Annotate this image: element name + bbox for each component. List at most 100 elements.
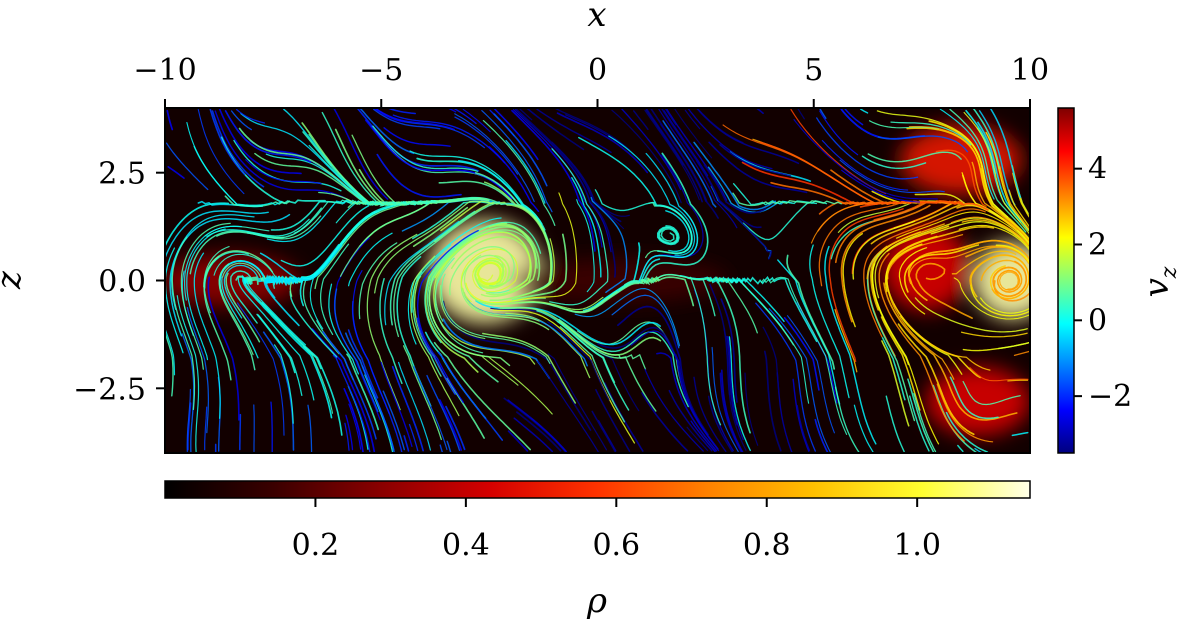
streamline [885,395,905,453]
streamline [483,181,553,302]
streamline [409,150,543,225]
streamline [554,108,631,151]
streamline [687,108,773,170]
streamline [809,244,850,399]
streamline [519,108,533,121]
streamline [460,248,519,303]
vz-colorbar-label-sub: z [1157,266,1182,279]
streamline [707,395,734,453]
streamline [449,246,515,296]
streamline [873,200,964,221]
y-axis: z 2.5 0.0 −2.5 [0,157,165,407]
streamline [661,108,762,229]
streamline [165,210,269,258]
streamline [257,314,303,397]
streamline [446,377,485,439]
vz-colorbar-label: vz [1137,266,1182,297]
streamline [446,440,452,453]
streamline [658,226,679,245]
streamline [444,226,541,281]
streamline [458,160,534,214]
streamline [181,333,195,453]
streamline [962,380,1021,406]
plot-area [164,107,1031,454]
streamline [426,233,499,383]
streamline [656,352,718,452]
streamline [214,110,347,200]
streamline [322,331,377,440]
rho-tick-label: 0.2 [292,528,340,563]
streamline [951,250,1017,275]
streamline [379,277,403,385]
streamline [908,395,930,452]
streamline [611,294,680,349]
streamline [167,165,185,179]
streamline [796,404,811,452]
streamline [531,124,616,278]
streamline [762,326,780,392]
streamline [184,225,242,301]
streamline [314,201,409,290]
streamline [732,183,818,206]
streamline [571,176,602,278]
streamline [852,220,916,280]
streamline [859,200,989,211]
streamline [755,302,816,452]
streamline [536,310,616,383]
streamline [204,406,208,451]
streamline [494,108,539,161]
streamline [537,360,599,453]
density-blob [511,258,728,303]
streamline [207,276,240,421]
streamline [348,403,362,450]
streamline [236,108,266,124]
streamline [687,276,783,328]
density-blob [165,254,300,307]
rho-tick-label: 0.4 [442,528,490,563]
streamline [242,274,333,419]
streamline [507,399,568,453]
streamline [668,389,713,452]
streamline [717,281,751,434]
streamline [407,217,502,345]
streamline [859,108,869,114]
streamline [302,346,334,414]
streamline [679,274,785,323]
streamline [389,210,476,326]
streamline [853,404,874,453]
streamline [505,139,546,204]
streamline [518,275,695,314]
streamline [482,332,577,404]
streamline [950,216,1029,246]
streamline [886,225,950,252]
streamline [442,318,551,379]
streamline [884,243,923,293]
streamline [684,109,701,130]
streamline [657,108,738,229]
streamline [165,328,176,376]
streamline [881,337,906,401]
x-tick-label: −5 [359,53,403,88]
streamline [720,298,738,403]
streamline [866,223,945,280]
streamline [726,335,738,426]
streamline [895,211,1030,246]
streamline [608,135,696,256]
streamline [536,108,612,154]
streamline [462,287,540,322]
x-tick-label: 0 [588,53,607,88]
streamline [246,207,323,239]
streamline [709,283,731,396]
streamline [693,141,776,211]
streamline [474,254,511,290]
streamline [1013,350,1030,357]
streamline [265,244,343,299]
streamline [393,201,500,338]
streamline [576,199,595,293]
streamline [732,192,842,207]
streamline [382,390,406,451]
streamline [481,110,553,213]
streamline [165,247,184,354]
streamline [334,288,379,413]
